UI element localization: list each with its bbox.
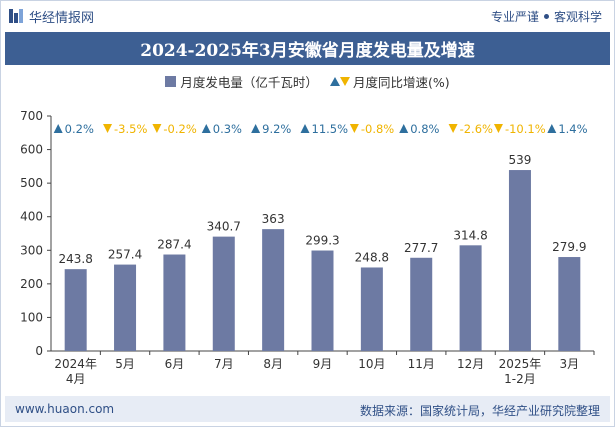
y-tick-label: 200	[20, 277, 43, 291]
growth-up-triangle	[300, 124, 310, 133]
growth-up-triangle	[53, 124, 63, 133]
bar	[360, 267, 383, 351]
x-tick-label: 1-2月	[504, 372, 536, 386]
legend-bar-swatch-icon	[165, 75, 177, 87]
footer-source: 数据来源：国家统计局，华经产业研究院整理	[359, 404, 600, 418]
growth-label: -0.8%	[361, 122, 394, 136]
x-tick-label: 10月	[358, 357, 385, 371]
bar-value-label: 340.7	[207, 220, 241, 234]
growth-up-triangle	[201, 124, 211, 133]
bar	[508, 170, 531, 351]
y-tick-label: 0	[35, 344, 43, 358]
x-tick-label: 2025年	[499, 357, 542, 371]
bar-value-label: 363	[262, 212, 285, 226]
growth-label: -10.1%	[505, 122, 546, 136]
brand: 华经情报网	[9, 8, 95, 26]
y-tick-label: 600	[20, 143, 43, 157]
separator-dot-icon	[543, 14, 549, 19]
bar-value-label: 314.8	[453, 228, 487, 242]
growth-down-triangle	[493, 124, 503, 133]
y-tick-label: 500	[20, 176, 43, 190]
legend-growth-label: 月度同比增速(%)	[352, 74, 450, 90]
brand-name: 华经情报网	[29, 10, 95, 26]
bar	[410, 257, 433, 351]
bar-value-label: 299.3	[305, 234, 339, 248]
growth-down-triangle	[152, 124, 162, 133]
growth-label: 0.2%	[65, 122, 94, 136]
bar	[262, 229, 285, 351]
growth-up-triangle	[251, 124, 261, 133]
x-tick-label: 6月	[165, 357, 185, 371]
x-tick-label: 4月	[66, 372, 86, 386]
x-tick-label: 11月	[408, 357, 435, 371]
growth-label: -0.2%	[163, 122, 196, 136]
slogan-right: 客观科学	[553, 10, 602, 24]
brand-logo-icon	[9, 9, 23, 23]
growth-down-triangle	[448, 124, 458, 133]
legend: 月度发电量（亿千瓦时） 月度同比增速(%)	[1, 71, 614, 91]
bar-value-label: 539	[509, 153, 532, 167]
bar	[64, 269, 87, 351]
bar-value-label: 248.8	[355, 250, 389, 264]
legend-growth: 月度同比增速(%)	[329, 72, 450, 91]
x-tick-label: 5月	[115, 357, 135, 371]
bar-value-label: 287.4	[157, 238, 191, 252]
x-tick-label: 9月	[313, 357, 333, 371]
x-tick-label: 3月	[559, 357, 579, 371]
growth-up-triangle	[399, 124, 409, 133]
bar	[163, 254, 186, 351]
y-tick-label: 100	[20, 310, 43, 324]
bar-value-label: 243.8	[59, 252, 93, 266]
growth-down-triangle	[103, 124, 113, 133]
growth-label: 0.8%	[410, 122, 439, 136]
bar-value-label: 279.9	[552, 240, 586, 254]
x-tick-label: 12月	[457, 357, 484, 371]
top-bar: 华经情报网 专业严谨 客观科学	[1, 1, 614, 31]
x-tick-label: 7月	[214, 357, 234, 371]
growth-label: -2.6%	[460, 122, 493, 136]
growth-label: 0.3%	[213, 122, 242, 136]
bar-value-label: 277.7	[404, 241, 438, 255]
x-tick-label: 8月	[263, 357, 283, 371]
chart-title: 2024-2025年3月安徽省月度发电量及增速	[5, 32, 610, 65]
bar	[558, 257, 581, 351]
footer: www.huaon.com 数据来源：国家统计局，华经产业研究院整理	[5, 396, 610, 422]
bar-value-label: 257.4	[108, 248, 142, 262]
growth-down-triangle	[349, 124, 359, 133]
slogan-left: 专业严谨	[490, 10, 539, 24]
legend-bar-label: 月度发电量（亿千瓦时）	[180, 74, 318, 90]
slogan: 专业严谨 客观科学	[491, 8, 602, 25]
bar	[311, 250, 334, 351]
growth-up-triangle	[547, 124, 557, 133]
legend-down-triangle-icon	[339, 76, 350, 86]
growth-label: 11.5%	[312, 122, 349, 136]
y-tick-label: 700	[20, 109, 43, 123]
growth-label: 9.2%	[262, 122, 291, 136]
growth-label: 1.4%	[558, 122, 587, 136]
bar	[114, 264, 137, 351]
legend-bar: 月度发电量（亿千瓦时）	[165, 72, 318, 91]
legend-up-triangle-icon	[329, 76, 340, 86]
y-tick-label: 300	[20, 243, 43, 257]
growth-label: -3.5%	[114, 122, 147, 136]
x-tick-label: 2024年	[54, 357, 97, 371]
y-tick-label: 400	[20, 210, 43, 224]
bar	[459, 245, 482, 351]
bar	[212, 236, 235, 351]
footer-website: www.huaon.com	[15, 402, 115, 416]
